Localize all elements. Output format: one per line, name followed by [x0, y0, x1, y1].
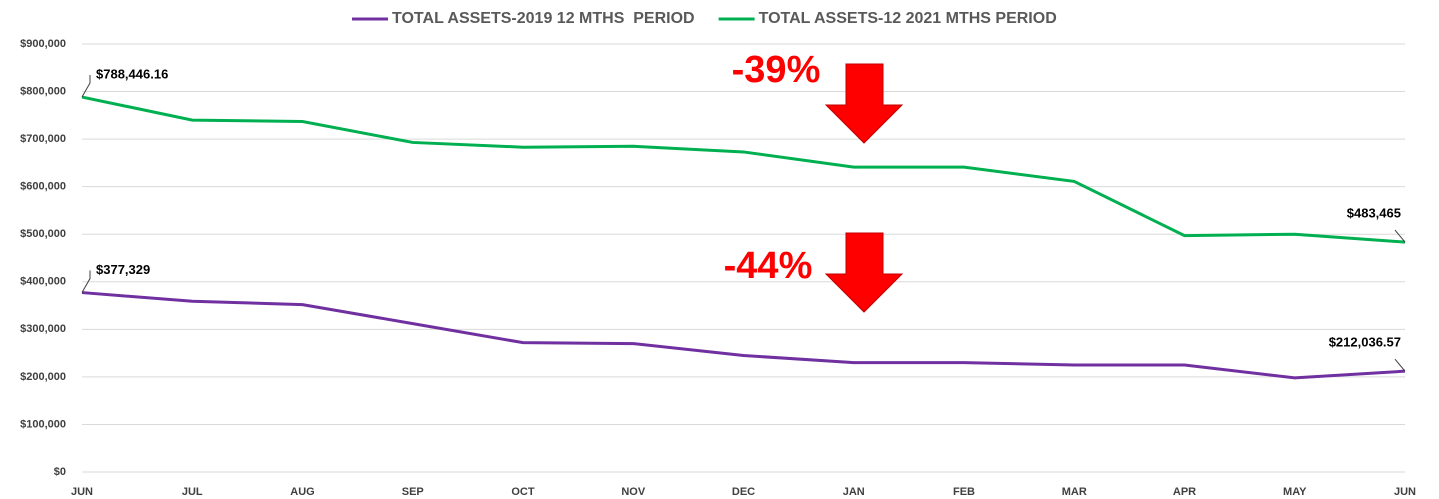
y-tick-label: $300,000	[20, 323, 66, 335]
x-tick-label: SEP	[402, 486, 424, 498]
data-label: $483,465	[1347, 206, 1401, 221]
x-tick-label: MAR	[1062, 486, 1087, 498]
y-tick-label: $100,000	[20, 418, 66, 430]
arrow-bottom	[824, 232, 904, 313]
y-tick-label: $800,000	[20, 85, 66, 97]
x-tick-label: DEC	[732, 486, 755, 498]
y-tick-label: $200,000	[20, 371, 66, 383]
legend-label: TOTAL ASSETS-2019 12 MTHS PERIOD	[392, 10, 695, 27]
arrow-top	[824, 63, 904, 144]
x-tick-label: AUG	[290, 486, 314, 498]
y-tick-label: $500,000	[20, 228, 66, 240]
x-tick-label: JUL	[182, 486, 203, 498]
legend-label: TOTAL ASSETS-12 2021 MTHS PERIOD	[759, 10, 1057, 27]
x-tick-label: OCT	[511, 486, 535, 498]
data-label: $788,446.16	[96, 66, 168, 81]
y-tick-label: $900,000	[20, 38, 66, 50]
y-tick-label: $400,000	[20, 276, 66, 288]
annotation: -39%	[732, 49, 821, 91]
series-line	[81, 291, 1406, 380]
x-tick-label: JUN	[71, 486, 93, 498]
y-tick-label: $700,000	[20, 133, 66, 145]
data-label: $377,329	[96, 262, 150, 277]
leader-line	[1394, 358, 1406, 372]
leader-line	[81, 270, 91, 293]
y-tick-label: $0	[54, 466, 66, 478]
x-tick-label: JUN	[1394, 486, 1416, 498]
y-tick-label: $600,000	[20, 181, 66, 193]
series-line	[81, 95, 1406, 244]
x-tick-label: JAN	[843, 486, 865, 498]
annotation: -44%	[724, 245, 813, 287]
leader-line	[81, 75, 91, 98]
x-tick-label: APR	[1173, 486, 1196, 498]
data-label: $212,036.57	[1329, 335, 1401, 350]
leader-line	[1394, 229, 1406, 243]
x-tick-label: MAY	[1283, 486, 1307, 498]
x-tick-label: NOV	[621, 486, 646, 498]
x-tick-label: FEB	[953, 486, 975, 498]
